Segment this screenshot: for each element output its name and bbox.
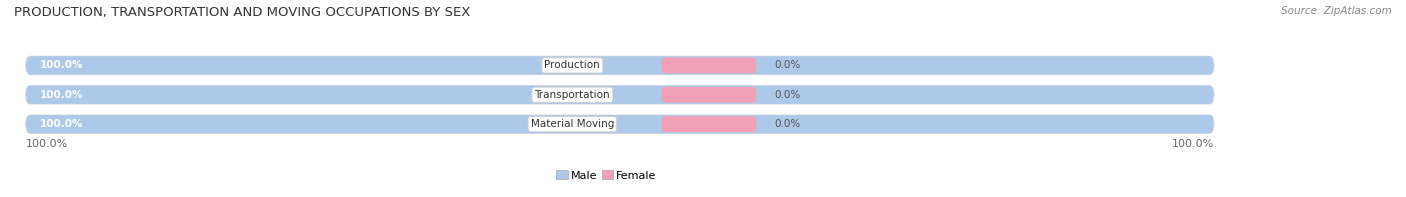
Legend: Male, Female: Male, Female bbox=[557, 170, 657, 181]
Text: 100.0%: 100.0% bbox=[25, 139, 67, 150]
FancyBboxPatch shape bbox=[661, 87, 756, 103]
FancyBboxPatch shape bbox=[25, 115, 1213, 133]
Text: Transportation: Transportation bbox=[534, 90, 610, 100]
FancyBboxPatch shape bbox=[661, 58, 756, 73]
FancyBboxPatch shape bbox=[661, 116, 756, 132]
Text: Material Moving: Material Moving bbox=[530, 119, 614, 129]
FancyBboxPatch shape bbox=[25, 86, 1213, 104]
Text: 100.0%: 100.0% bbox=[1171, 139, 1213, 150]
Text: Production: Production bbox=[544, 60, 600, 70]
Text: 0.0%: 0.0% bbox=[775, 60, 800, 70]
Text: PRODUCTION, TRANSPORTATION AND MOVING OCCUPATIONS BY SEX: PRODUCTION, TRANSPORTATION AND MOVING OC… bbox=[14, 6, 471, 19]
Text: Source: ZipAtlas.com: Source: ZipAtlas.com bbox=[1281, 6, 1392, 16]
Text: 0.0%: 0.0% bbox=[775, 119, 800, 129]
FancyBboxPatch shape bbox=[25, 115, 1213, 133]
Text: 100.0%: 100.0% bbox=[41, 90, 84, 100]
FancyBboxPatch shape bbox=[25, 56, 1213, 74]
Text: 100.0%: 100.0% bbox=[41, 119, 84, 129]
Text: 0.0%: 0.0% bbox=[775, 90, 800, 100]
FancyBboxPatch shape bbox=[25, 56, 1213, 74]
FancyBboxPatch shape bbox=[25, 86, 1213, 104]
Text: 100.0%: 100.0% bbox=[41, 60, 84, 70]
